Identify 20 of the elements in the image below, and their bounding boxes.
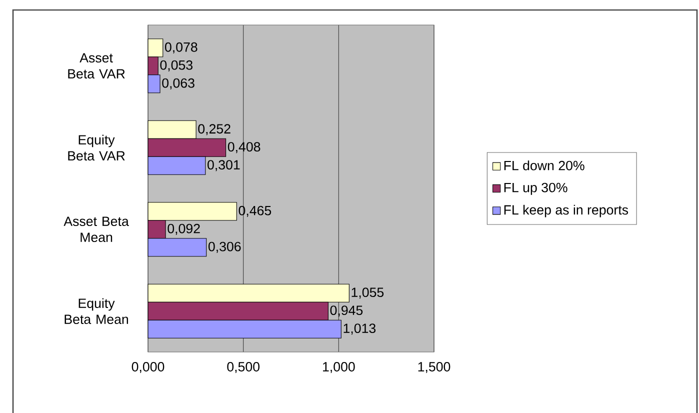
- data-label: 0,252: [198, 124, 230, 136]
- x-tick-label: 0,000: [132, 362, 164, 374]
- data-label: 0,078: [165, 42, 198, 54]
- y-tick-label: Equity Beta VAR: [68, 134, 125, 161]
- data-label: 0,063: [162, 78, 194, 90]
- legend-label: FL down 20%: [504, 160, 584, 170]
- legend-label: FL up 30%: [504, 182, 568, 195]
- y-tick-label: Equity Beta Mean: [64, 298, 128, 324]
- x-tick-label: 1,500: [418, 362, 450, 374]
- data-label: 0,301: [208, 160, 240, 172]
- x-tick-label: 0,500: [227, 362, 260, 374]
- data-label: 1,013: [344, 324, 376, 335]
- data-label: 0,053: [160, 60, 192, 72]
- y-tick-label: Asset Beta Mean: [64, 216, 129, 242]
- y-tick-label: Asset Beta VAR: [68, 53, 125, 79]
- data-label: 0,306: [208, 242, 241, 253]
- data-label: 1,055: [352, 288, 384, 299]
- legend-label: FL keep as in reports: [504, 204, 628, 218]
- x-tick-label: 1,000: [323, 362, 355, 374]
- data-label: 0,092: [168, 224, 200, 235]
